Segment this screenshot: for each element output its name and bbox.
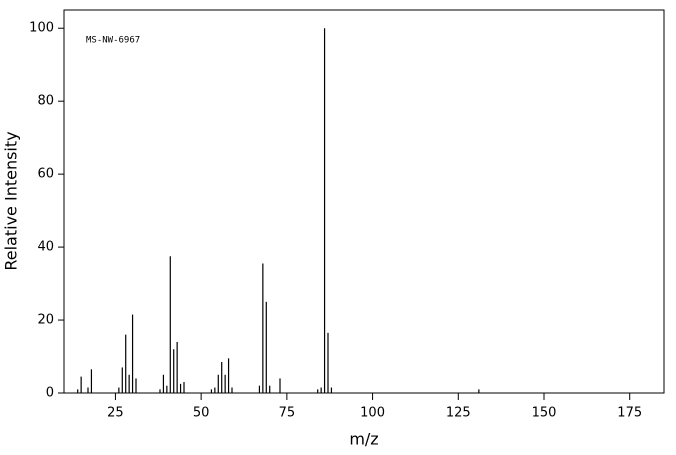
- x-tick-label: 50: [193, 406, 210, 421]
- annotation: MS-NW-6967: [86, 36, 140, 46]
- x-axis-label: m/z: [349, 430, 378, 449]
- x-tick-label: 100: [360, 406, 385, 421]
- x-tick-label: 25: [107, 406, 124, 421]
- x-tick-label: 125: [446, 406, 471, 421]
- y-tick-label: 0: [46, 386, 54, 401]
- y-tick-label: 100: [29, 21, 54, 36]
- x-tick-label: 150: [532, 406, 557, 421]
- x-tick-label: 175: [617, 406, 642, 421]
- y-tick-label: 60: [37, 167, 54, 182]
- plot-frame: [63, 9, 665, 394]
- y-tick-label: 20: [37, 313, 54, 328]
- y-tick-label: 80: [37, 94, 54, 109]
- y-tick-label: 40: [37, 240, 54, 255]
- x-tick-label: 75: [279, 406, 296, 421]
- y-axis-label: Relative Intensity: [2, 131, 21, 270]
